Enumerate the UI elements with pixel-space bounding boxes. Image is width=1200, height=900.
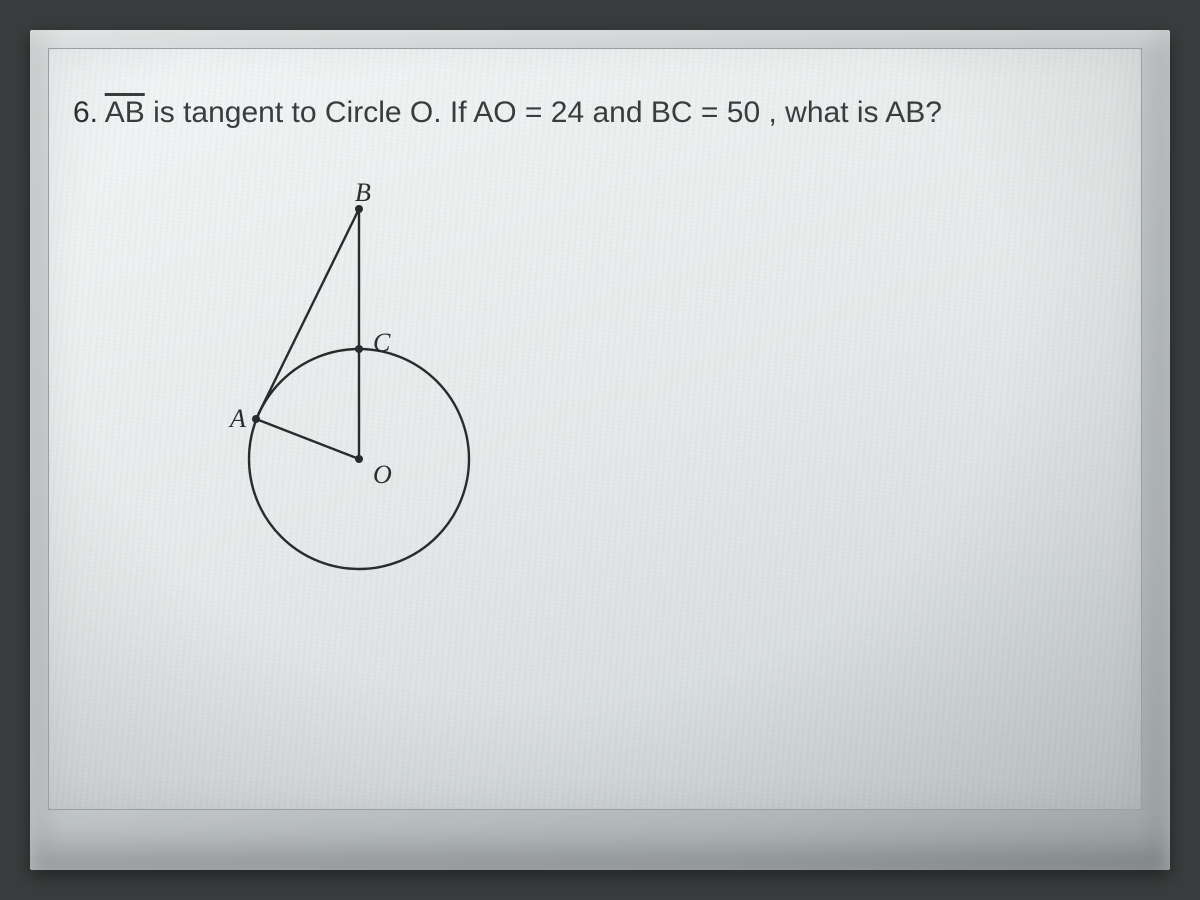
geometry-figure: O A C B <box>119 179 539 599</box>
figure-svg: O A C B <box>119 179 539 599</box>
point-O <box>355 455 363 463</box>
question-part-2: and BC = <box>593 96 727 129</box>
question-part-1: is tangent to Circle O. If AO = <box>153 96 551 129</box>
segment-AB: AB <box>105 96 145 129</box>
question-number: 6. <box>73 96 98 129</box>
question-part-3: , what is AB? <box>768 96 941 129</box>
problem-panel: 6. AB is tangent to Circle O. If AO = 24… <box>48 48 1142 810</box>
label-O: O <box>373 460 392 489</box>
screen-bezel: 6. AB is tangent to Circle O. If AO = 24… <box>30 30 1170 870</box>
label-A: A <box>228 404 246 433</box>
segment-OA <box>256 419 359 459</box>
point-A <box>252 415 260 423</box>
point-C <box>355 345 363 353</box>
value-BC: 50 <box>727 96 760 129</box>
label-B: B <box>355 179 371 207</box>
segment-AB <box>256 209 359 419</box>
value-AO: 24 <box>551 96 584 129</box>
question-text: 6. AB is tangent to Circle O. If AO = 24… <box>73 93 1121 134</box>
label-C: C <box>373 328 391 357</box>
